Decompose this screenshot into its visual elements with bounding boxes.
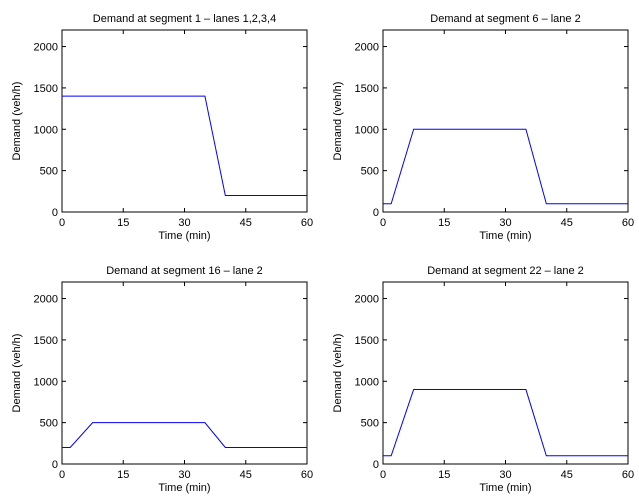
subplot-4-y-axis-label: Demand (veh/h) <box>332 334 344 413</box>
subplot-4-ytick-label-1: 500 <box>361 418 379 430</box>
subplot-2-ytick-label-1: 500 <box>361 166 379 178</box>
subplot-4-ytick-label-3: 1500 <box>355 335 379 347</box>
subplot-1-xtick-label-2: 30 <box>178 217 190 229</box>
subplot-3-ytick-label-1: 500 <box>40 418 58 430</box>
subplot-1-y-axis-label: Demand (veh/h) <box>11 82 23 161</box>
subplot-2-ytick-label-2: 1000 <box>355 124 379 136</box>
subplot-1-xtick-label-0: 0 <box>59 217 65 229</box>
subplot-2-series-line-0 <box>383 128 628 205</box>
subplot-2-ytick-label-4: 2000 <box>355 42 379 54</box>
subplot-3: 0 15 30 45 60 0 500 1000 1500 2000 Demand at segme… <box>11 265 313 494</box>
subplot-2-title: Demand at segment 6 – lane 2 <box>430 13 580 25</box>
subplot-4-axes-box <box>382 281 629 465</box>
subplot-3-xtick-label-3: 45 <box>240 469 252 481</box>
subplot-1-ytick-label-3: 1500 <box>34 83 58 95</box>
subplot-2-xtick-label-0: 0 <box>380 217 386 229</box>
subplot-3-ytick-label-2: 1000 <box>34 376 58 388</box>
subplot-1-series-line-0 <box>62 95 307 196</box>
subplot-3-ytick-label-3: 1500 <box>34 335 58 347</box>
subplot-1-axes-box <box>61 29 308 213</box>
subplot-2: 0 15 30 45 60 0 500 1000 1500 2000 Demand at segme… <box>332 13 634 242</box>
subplot-3-ytick-label-4: 2000 <box>34 294 58 306</box>
subplot-1-ytick-label-1: 500 <box>40 166 58 178</box>
subplot-2-xtick-label-1: 15 <box>438 217 450 229</box>
subplot-4-xtick-label-2: 30 <box>499 469 511 481</box>
subplot-4-xtick-label-1: 15 <box>438 469 450 481</box>
subplot-4-series-line-0 <box>383 389 628 457</box>
subplot-3-axes-box <box>61 281 308 465</box>
subplot-4-xtick-label-3: 45 <box>561 469 573 481</box>
subplot-2-ytick-label-3: 1500 <box>355 83 379 95</box>
subplot-3-xtick-label-1: 15 <box>117 469 129 481</box>
subplot-2-x-axis-label: Time (min) <box>479 230 531 242</box>
subplot-4-xtick-label-4: 60 <box>622 469 634 481</box>
subplot-4-title: Demand at segment 22 – lane 2 <box>427 265 584 277</box>
subplot-4-x-axis-label: Time (min) <box>479 482 531 494</box>
subplot-1-xtick-label-4: 60 <box>301 217 313 229</box>
subplot-3-xtick-label-4: 60 <box>301 469 313 481</box>
subplot-1-ytick-label-4: 2000 <box>34 42 58 54</box>
subplot-1-ytick-label-2: 1000 <box>34 124 58 136</box>
subplot-4-xtick-label-0: 0 <box>380 469 386 481</box>
subplot-1-title: Demand at segment 1 – lanes 1,2,3,4 <box>93 13 276 25</box>
subplot-3-xtick-label-0: 0 <box>59 469 65 481</box>
subplot-3-xtick-label-2: 30 <box>178 469 190 481</box>
subplot-2-xtick-label-4: 60 <box>622 217 634 229</box>
subplot-4-ytick-label-4: 2000 <box>355 294 379 306</box>
subplot-4-ytick-label-2: 1000 <box>355 376 379 388</box>
subplot-2-ytick-label-0: 0 <box>373 207 379 219</box>
subplot-1: 0 15 30 45 60 0 500 1000 1500 2000 Demand at segme… <box>11 13 313 242</box>
subplot-1-xtick-label-3: 45 <box>240 217 252 229</box>
subplot-2-xtick-label-2: 30 <box>499 217 511 229</box>
subplot-3-title: Demand at segment 16 – lane 2 <box>106 265 263 277</box>
subplot-3-series-line-0 <box>62 422 307 448</box>
subplot-1-ytick-label-0: 0 <box>52 207 58 219</box>
subplot-2-y-axis-label: Demand (veh/h) <box>332 82 344 161</box>
subplot-3-x-axis-label: Time (min) <box>158 482 210 494</box>
subplot-4-ytick-label-0: 0 <box>373 459 379 471</box>
subplot-1-xtick-label-1: 15 <box>117 217 129 229</box>
subplot-1-x-axis-label: Time (min) <box>158 230 210 242</box>
subplot-3-y-axis-label: Demand (veh/h) <box>11 334 23 413</box>
subplot-2-axes-box <box>382 29 629 213</box>
subplot-4: 0 15 30 45 60 0 500 1000 1500 2000 Demand at segme… <box>332 265 634 494</box>
subplot-2-xtick-label-3: 45 <box>561 217 573 229</box>
subplot-3-ytick-label-0: 0 <box>52 459 58 471</box>
